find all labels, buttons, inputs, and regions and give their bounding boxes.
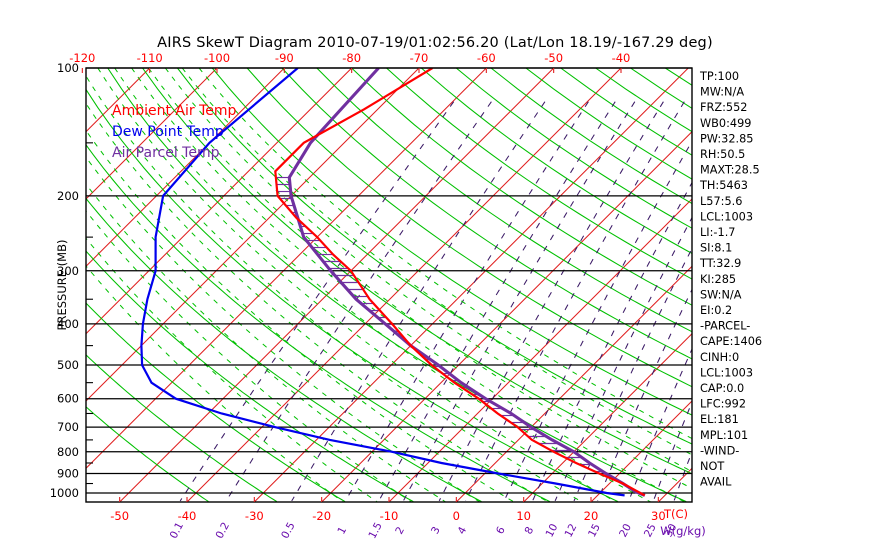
stat-item: PW:32.85 bbox=[700, 132, 753, 145]
stat-item: TP:100 bbox=[699, 70, 739, 83]
pressure-axis-label: PRESSURE (MB) bbox=[55, 240, 69, 331]
pressure-tick: 200 bbox=[57, 189, 79, 203]
temp-tick-top: -120 bbox=[69, 51, 95, 65]
stat-item: CAPE:1406 bbox=[700, 335, 762, 348]
stat-item: SW:N/A bbox=[700, 288, 742, 301]
stat-item: LI:-1.7 bbox=[700, 226, 735, 239]
stat-item: AVAIL bbox=[700, 476, 732, 489]
temp-tick-top: -100 bbox=[204, 51, 230, 65]
stat-item: LCL:1003 bbox=[700, 210, 753, 223]
air-parcel-temp-curve bbox=[287, 68, 646, 497]
stat-item: L57:5.6 bbox=[700, 195, 742, 208]
temp-tick-bottom: 20 bbox=[584, 509, 599, 523]
stat-item: MAXT:28.5 bbox=[700, 164, 760, 177]
dew-point-temp-curve bbox=[140, 68, 625, 497]
stat-item: EL:181 bbox=[700, 413, 739, 426]
top-temperature-axis: -120 -110 -100 -90 -80 -70 -60 -50 -40 bbox=[69, 51, 630, 73]
page-title: AIRS SkewT Diagram 2010-07-19/01:02:56.2… bbox=[157, 35, 713, 51]
stat-item: -PARCEL- bbox=[700, 320, 750, 333]
mixing-ratio-tick: 4 bbox=[455, 525, 469, 537]
mixing-ratio-tick: 2 bbox=[393, 525, 407, 537]
mixing-ratio-tick: 15 bbox=[586, 522, 603, 539]
mixing-ratio-tick: 8 bbox=[523, 525, 537, 537]
pressure-tick: 800 bbox=[57, 445, 79, 459]
mixing-ratio-tick: 25 bbox=[642, 522, 659, 539]
mixing-ratio-tick: 10 bbox=[544, 522, 561, 539]
temp-tick-top: -90 bbox=[275, 51, 294, 65]
legend-item-ambient-air-temp: Ambient Air Temp bbox=[112, 103, 237, 119]
legend-item-air-parcel-temp: Air Parcel Temp bbox=[112, 145, 220, 161]
mixing-ratio-tick: 30 bbox=[663, 522, 680, 539]
mixing-ratio-axis-label: W(g/kg) bbox=[660, 524, 705, 538]
temperature-axis-label: T(C) bbox=[663, 507, 688, 521]
pressure-tick: 600 bbox=[57, 392, 79, 406]
temp-tick-top: -70 bbox=[410, 51, 429, 65]
pressure-tick: 300 bbox=[57, 264, 79, 278]
stat-item: RH:50.5 bbox=[700, 148, 745, 161]
ambient-air-temp-curve bbox=[274, 68, 646, 497]
stat-item: TH:5463 bbox=[699, 179, 748, 192]
stat-item: EI:0.2 bbox=[700, 304, 732, 317]
sounding-stats-panel: TP:100 MW:N/A FRZ:552 WB0:499 PW:32.85 RH:50.… bbox=[699, 70, 762, 489]
mixing-ratio-tick: 6 bbox=[494, 525, 508, 537]
temp-tick-bottom: -30 bbox=[245, 509, 264, 523]
temp-tick-bottom: -40 bbox=[178, 509, 197, 523]
pressure-tick: 900 bbox=[57, 467, 79, 481]
temp-tick-bottom: -10 bbox=[380, 509, 399, 523]
temp-tick-top: -110 bbox=[137, 51, 163, 65]
pressure-axis: 100 200 300 400 500 600 700 800 900 1000 bbox=[50, 61, 79, 500]
legend-item-dew-point-temp: Dew Point Temp bbox=[112, 124, 224, 140]
stat-item: CAP:0.0 bbox=[700, 382, 744, 395]
stat-item: MPL:101 bbox=[700, 429, 748, 442]
mixing-ratio-tick: 12 bbox=[562, 522, 579, 539]
stat-item: FRZ:552 bbox=[700, 101, 747, 114]
mixing-ratio-tick: 3 bbox=[429, 525, 443, 537]
pressure-tick: 700 bbox=[57, 420, 79, 434]
temp-tick-bottom: -20 bbox=[312, 509, 331, 523]
stat-item: WB0:499 bbox=[700, 117, 751, 130]
stat-item: NOT bbox=[700, 460, 724, 473]
temp-tick-bottom: -50 bbox=[110, 509, 129, 523]
stat-item: LCL:1003 bbox=[700, 366, 753, 379]
mixing-ratio-axis: 0.1 0.2 0.5 1 1.5 2 3 4 6 8 10 12 15 20 25 30 bbox=[168, 520, 680, 540]
temp-tick-bottom: 30 bbox=[651, 509, 666, 523]
mixing-ratio-gridlines bbox=[179, 101, 692, 502]
temp-tick-top: -40 bbox=[612, 51, 631, 65]
pressure-tick: 1000 bbox=[50, 486, 79, 500]
moist-adiabat-gridlines bbox=[86, 68, 692, 502]
temp-tick-bottom: 10 bbox=[516, 509, 531, 523]
stat-item: SI:8.1 bbox=[700, 242, 732, 255]
mixing-ratio-tick: 1 bbox=[335, 525, 349, 537]
chart-legend: Ambient Air Temp Dew Point Temp Air Parc… bbox=[112, 103, 237, 161]
stat-item: MW:N/A bbox=[700, 86, 744, 99]
isotherm-gridlines bbox=[86, 68, 692, 502]
bottom-temperature-axis: -50 -40 -30 -20 -10 0 10 20 30 bbox=[110, 497, 666, 523]
dry-adiabat-gridlines bbox=[86, 68, 692, 502]
stat-item: KI:285 bbox=[700, 273, 736, 286]
temp-tick-top: -50 bbox=[544, 51, 563, 65]
temp-tick-top: -80 bbox=[342, 51, 361, 65]
pressure-tick: 400 bbox=[57, 317, 79, 331]
stat-item: -WIND- bbox=[700, 444, 739, 457]
mixing-ratio-tick: 20 bbox=[617, 522, 634, 539]
stat-item: LFC:992 bbox=[700, 398, 746, 411]
temp-tick-top: -60 bbox=[477, 51, 496, 65]
stat-item: CINH:0 bbox=[700, 351, 739, 364]
stat-item: TT:32.9 bbox=[699, 257, 741, 270]
temp-tick-bottom: 0 bbox=[453, 509, 460, 523]
pressure-tick: 100 bbox=[57, 61, 79, 75]
pressure-tick: 500 bbox=[57, 358, 79, 372]
